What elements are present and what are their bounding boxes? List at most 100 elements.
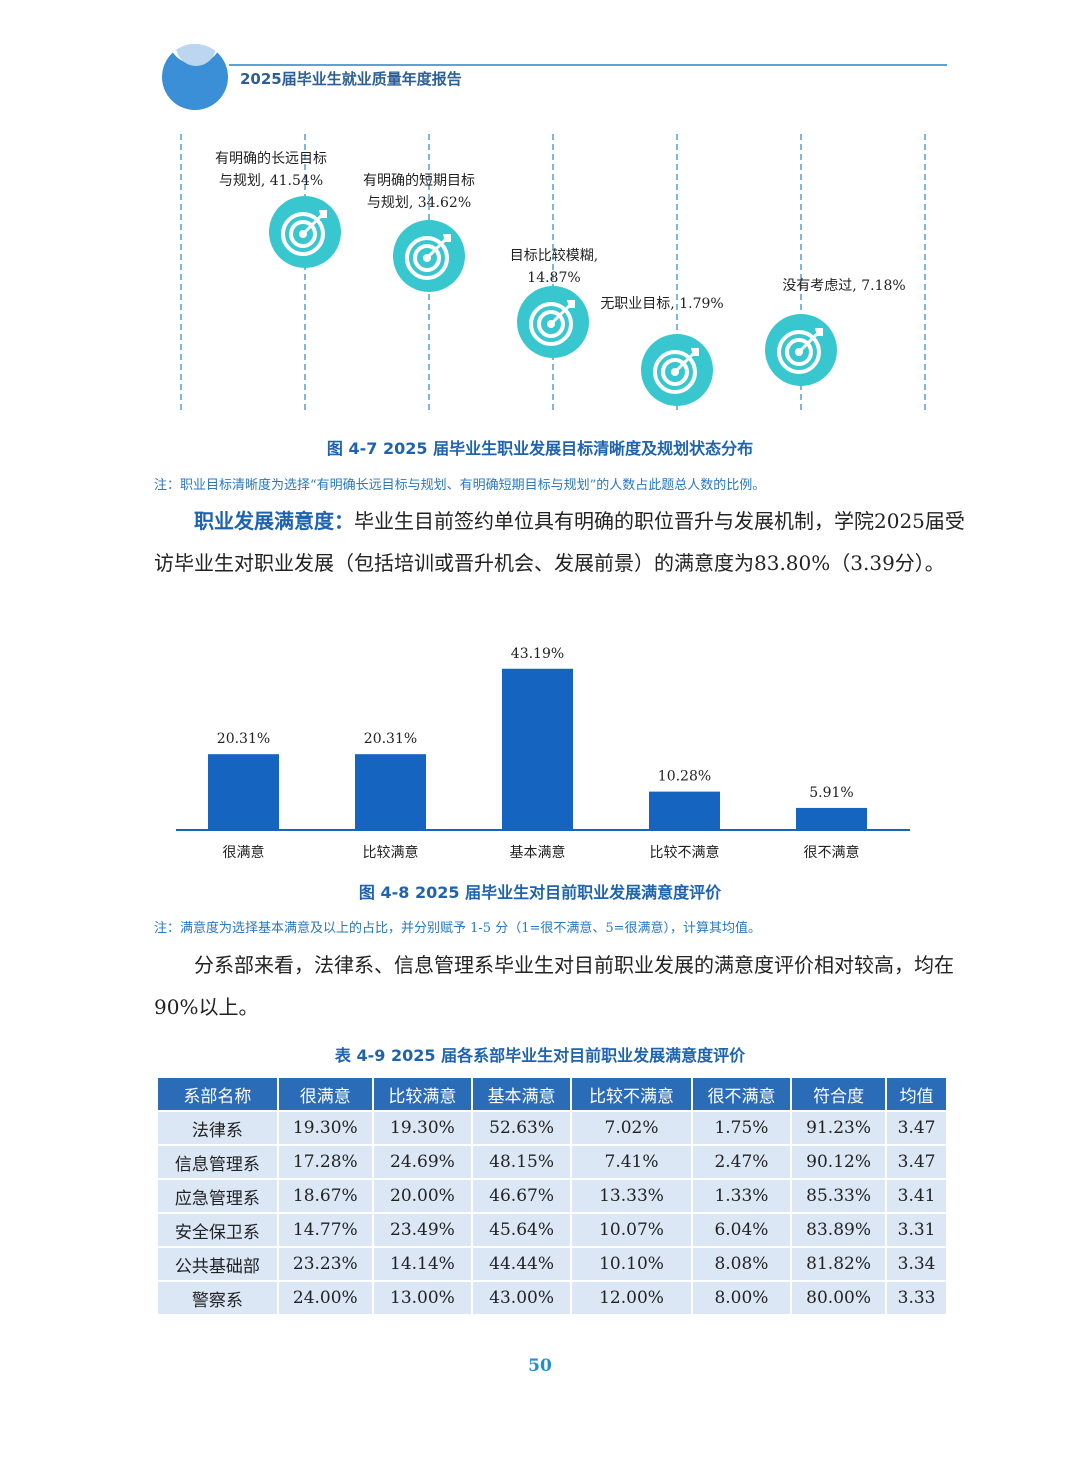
table-cell: 10.07%	[570, 1212, 693, 1248]
department-name-cell: 安全保卫系	[156, 1212, 279, 1248]
table-row: 警察系 24.00% 13.00% 43.00% 12.00% 8.00% 80.00% 3.…	[156, 1280, 948, 1316]
table-header-row: 系部名称 很满意 比较满意 基本满意 比较不满意 很不满意 符合度 均值	[156, 1076, 948, 1112]
figure-note: 注：满意度为选择基本满意及以上的占比，并分别赋予 1-5 分（1=很不满意、5=…	[154, 921, 762, 936]
column-header: 比较不满意	[570, 1076, 693, 1112]
table-cell: 52.63%	[470, 1110, 573, 1146]
paragraph-keyword: 职业发展满意度：	[194, 509, 354, 533]
table-cell: 81.82%	[790, 1246, 888, 1282]
table-cell: 18.67%	[276, 1178, 374, 1214]
target-icon	[765, 314, 837, 386]
dashed-divider	[304, 134, 306, 410]
table-cell: 24.69%	[371, 1144, 474, 1180]
dashed-divider	[924, 134, 926, 410]
paragraph-text: 分系部来看，法律系、信息管理系毕业生对目前职业发展的满意度评价相对较高，均在 9…	[154, 953, 954, 1019]
department-table: 系部名称 很满意 比较满意 基本满意 比较不满意 很不满意 符合度 均值 法律系…	[156, 1076, 948, 1316]
bar-0	[208, 754, 279, 830]
category-label: 很满意	[223, 844, 265, 861]
table-cell: 17.28%	[276, 1144, 374, 1180]
header-rule	[229, 64, 947, 66]
figure-note: 注：职业目标清晰度为选择“有明确长远目标与规划、有明确短期目标与规划”的人数占此…	[154, 478, 766, 493]
header-title: 2025届毕业生就业质量年度报告	[240, 70, 462, 88]
page-number: 50	[528, 1356, 552, 1376]
table-cell: 80.00%	[790, 1280, 888, 1316]
category-label: 基本满意	[510, 844, 566, 861]
table-cell: 48.15%	[470, 1144, 573, 1180]
table-cell: 7.02%	[570, 1110, 693, 1146]
category-label: 比较满意	[363, 844, 419, 861]
table-cell: 3.41	[885, 1178, 948, 1214]
table-cell: 3.34	[885, 1246, 948, 1282]
table-caption: 表 4-9 2025 届各系部毕业生对目前职业发展满意度评价	[334, 1046, 746, 1065]
dashed-divider	[552, 134, 554, 410]
bar-value-label: 20.31%	[364, 731, 417, 747]
table-cell: 1.33%	[690, 1178, 793, 1214]
column-header: 均值	[885, 1076, 948, 1112]
table-row: 公共基础部 23.23% 14.14% 44.44% 10.10% 8.08% 81.82%…	[156, 1246, 948, 1282]
target-icon	[641, 334, 713, 406]
table-cell: 2.47%	[690, 1144, 793, 1180]
column-header: 基本满意	[470, 1076, 573, 1112]
table-cell: 23.23%	[276, 1246, 374, 1282]
table-cell: 14.14%	[371, 1246, 474, 1282]
column-header: 很满意	[276, 1076, 374, 1112]
target-icon	[269, 196, 341, 268]
table-cell: 90.12%	[790, 1144, 888, 1180]
department-name-cell: 信息管理系	[156, 1144, 279, 1180]
table-cell: 91.23%	[790, 1110, 888, 1146]
table-cell: 3.33	[885, 1280, 948, 1316]
report-logo	[162, 44, 228, 110]
table-cell: 19.30%	[371, 1110, 474, 1146]
department-name-cell: 应急管理系	[156, 1178, 279, 1214]
column-header: 符合度	[790, 1076, 888, 1112]
table-cell: 10.10%	[570, 1246, 693, 1282]
table-cell: 3.31	[885, 1212, 948, 1248]
bar-value-label: 10.28%	[658, 769, 711, 785]
table-row: 安全保卫系 14.77% 23.49% 45.64% 10.07% 6.04% 83.89%…	[156, 1212, 948, 1248]
figure-caption: 图 4-8 2025 届毕业生对目前职业发展满意度评价	[358, 883, 722, 902]
table-cell: 13.33%	[570, 1178, 693, 1214]
dashed-divider	[180, 134, 182, 410]
target-icon	[517, 286, 589, 358]
table-row: 信息管理系 17.28% 24.69% 48.15% 7.41% 2.47% 90.12% 3…	[156, 1144, 948, 1180]
table-cell: 43.00%	[470, 1280, 573, 1316]
goal-label: 有明确的长远目标 与规划, 41.54%	[215, 151, 327, 189]
table-cell: 8.00%	[690, 1280, 793, 1316]
bar-value-label: 43.19%	[511, 646, 564, 662]
dashed-divider	[676, 134, 678, 410]
table-cell: 24.00%	[276, 1280, 374, 1316]
table-cell: 23.49%	[371, 1212, 474, 1248]
satisfaction-bar-chart: 20.31% 很满意 20.31% 比较满意 43.19% 基本满意 10.28% 比较不满意…	[176, 646, 910, 861]
bar-4	[796, 807, 867, 830]
bar-value-label: 20.31%	[217, 731, 270, 747]
dashed-divider	[800, 134, 802, 410]
table-cell: 1.75%	[690, 1110, 793, 1146]
table-cell: 83.89%	[790, 1212, 888, 1248]
column-header: 很不满意	[690, 1076, 793, 1112]
department-name-cell: 法律系	[156, 1110, 279, 1146]
table-cell: 7.41%	[570, 1144, 693, 1180]
table-cell: 44.44%	[470, 1246, 573, 1282]
goal-label: 无职业目标, 1.79%	[600, 296, 724, 312]
paragraph: 分系部来看，法律系、信息管理系毕业生对目前职业发展的满意度评价相对较高，均在 9…	[154, 944, 972, 1028]
table-cell: 14.77%	[276, 1212, 374, 1248]
bar-3	[649, 791, 720, 830]
table-row: 应急管理系 18.67% 20.00% 46.67% 13.33% 1.33% 85.33%…	[156, 1178, 948, 1214]
table-cell: 3.47	[885, 1110, 948, 1146]
bar-value-label: 5.91%	[809, 785, 853, 801]
column-header: 系部名称	[156, 1076, 279, 1112]
department-name-cell: 警察系	[156, 1280, 279, 1316]
paragraph-text: 毕业生目前签约单位具有明确的职位晋升与发展机制，学院2025届受访毕业生对职业发…	[154, 509, 965, 575]
bar-1	[355, 754, 426, 830]
target-icon	[393, 220, 465, 292]
bar-2	[502, 668, 573, 830]
table-cell: 12.00%	[570, 1280, 693, 1316]
table-cell: 6.04%	[690, 1212, 793, 1248]
table-cell: 20.00%	[371, 1178, 474, 1214]
table-cell: 8.08%	[690, 1246, 793, 1282]
table-cell: 46.67%	[470, 1178, 573, 1214]
column-header: 比较满意	[371, 1076, 474, 1112]
goal-label: 目标比较模糊, 14.87%	[509, 248, 599, 286]
table-cell: 19.30%	[276, 1110, 374, 1146]
table-cell: 13.00%	[371, 1280, 474, 1316]
table-cell: 45.64%	[470, 1212, 573, 1248]
